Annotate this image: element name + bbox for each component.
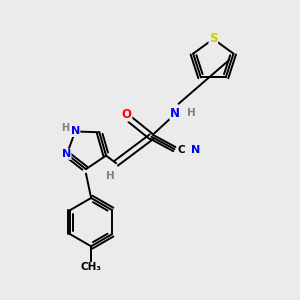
- Text: O: O: [122, 108, 132, 121]
- Text: N: N: [62, 149, 71, 159]
- Text: S: S: [209, 32, 218, 46]
- Text: H: H: [106, 171, 115, 181]
- Text: N: N: [170, 107, 180, 120]
- Text: CH₃: CH₃: [81, 262, 102, 272]
- Text: H: H: [61, 124, 69, 134]
- Text: N: N: [191, 145, 200, 155]
- Text: N: N: [70, 126, 80, 136]
- Text: C: C: [177, 145, 185, 155]
- Text: H: H: [188, 108, 196, 118]
